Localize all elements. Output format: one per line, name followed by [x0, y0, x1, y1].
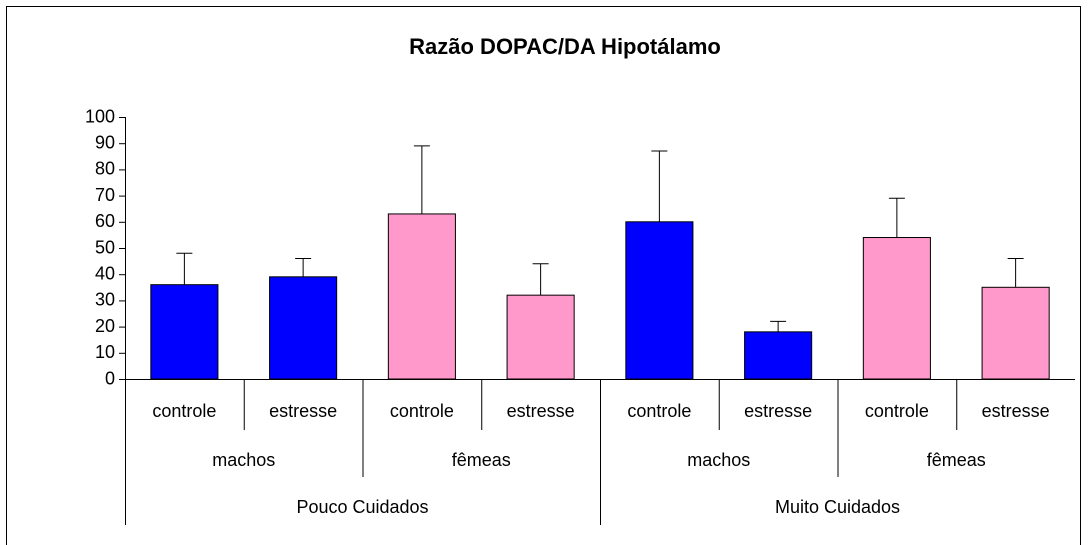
x-tick-label: estresse	[507, 401, 575, 421]
bar	[269, 276, 338, 380]
subgroup-label: fêmeas	[452, 450, 511, 470]
y-tick-label: 10	[95, 342, 115, 362]
bar	[981, 286, 1050, 380]
x-tick-label: estresse	[744, 401, 812, 421]
y-tick-label: 60	[95, 211, 115, 231]
bar	[862, 237, 931, 380]
chart-frame	[6, 6, 1081, 545]
error-bar	[176, 252, 193, 285]
y-tick-label: 90	[95, 132, 115, 152]
bar	[506, 294, 575, 380]
chart-title: Razão DOPAC/DA Hipotálamo	[409, 34, 721, 59]
group-label: Pouco Cuidados	[296, 497, 428, 517]
y-tick-label: 100	[85, 106, 115, 126]
error-bar	[413, 145, 430, 214]
error-bar	[295, 257, 312, 277]
x-tick-label: controle	[152, 401, 216, 421]
bar	[150, 284, 219, 380]
x-tick-label: estresse	[982, 401, 1050, 421]
group-label: Muito Cuidados	[775, 497, 900, 517]
y-tick-label: 40	[95, 263, 115, 283]
bar	[744, 331, 813, 380]
error-bar	[1007, 257, 1024, 288]
error-bar	[532, 263, 549, 296]
bar	[625, 221, 694, 380]
y-tick-label: 70	[95, 185, 115, 205]
error-bar	[888, 197, 905, 238]
x-tick-label: estresse	[269, 401, 337, 421]
y-tick-label: 80	[95, 159, 115, 179]
subgroup-label: fêmeas	[927, 450, 986, 470]
error-bar	[651, 150, 668, 222]
x-tick-label: controle	[390, 401, 454, 421]
y-tick-label: 30	[95, 290, 115, 310]
bar	[387, 213, 456, 380]
y-tick-label: 20	[95, 316, 115, 336]
subgroup-label: machos	[212, 450, 275, 470]
error-bar	[770, 320, 787, 332]
subgroup-label: machos	[687, 450, 750, 470]
y-tick-label: 0	[105, 368, 115, 388]
x-tick-label: controle	[627, 401, 691, 421]
y-tick-label: 50	[95, 237, 115, 257]
x-tick-label: controle	[865, 401, 929, 421]
